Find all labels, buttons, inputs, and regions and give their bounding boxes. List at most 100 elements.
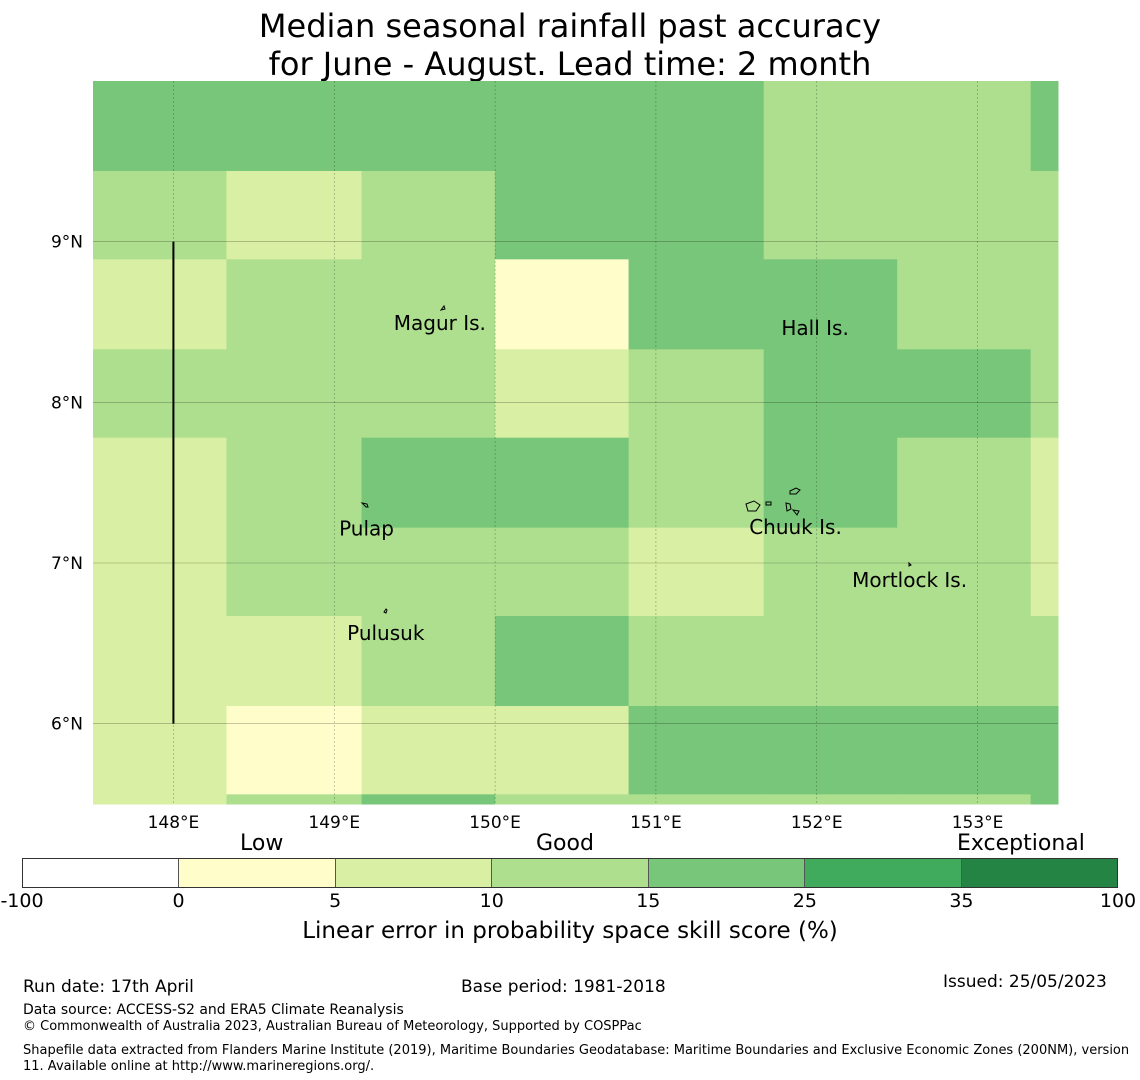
skill-cell — [1030, 705, 1059, 795]
copyright: © Commonwealth of Australia 2023, Austra… — [23, 1019, 642, 1034]
skill-cell — [226, 794, 363, 805]
colorbar-label: Linear error in probability space skill … — [302, 918, 838, 944]
skill-cell — [495, 794, 630, 805]
island-outline — [360, 502, 369, 508]
skill-cell — [226, 705, 363, 795]
skill-cell — [897, 616, 1032, 707]
island-outline — [765, 501, 772, 506]
skill-cell — [495, 705, 630, 795]
skill-cell — [361, 349, 496, 439]
skill-cell — [897, 170, 1032, 260]
colorbar-tick-label: 5 — [329, 890, 342, 912]
skill-cell — [897, 437, 1032, 529]
lon-tick-label: 149°E — [308, 813, 360, 833]
colorbar-segment — [961, 859, 1117, 887]
skill-cell — [226, 81, 363, 172]
skill-map: Magur Is. Hall Is. Pulap Chuuk Is. Mortlock … — [51, 81, 1059, 833]
skill-cell — [361, 794, 496, 805]
graticule — [93, 81, 1058, 804]
skill-cell — [495, 81, 630, 172]
island-outline — [383, 608, 388, 614]
skill-cell — [763, 349, 898, 439]
skill-cell — [628, 170, 765, 260]
colorbar-segment — [23, 859, 180, 887]
place-label: Pulusuk — [347, 621, 425, 645]
skill-cell — [628, 259, 765, 350]
skill-cell — [93, 616, 227, 707]
skill-cell — [361, 616, 496, 707]
run-date: Run date: 17th April — [23, 977, 194, 997]
lat-tick-label: 7°N — [51, 554, 83, 574]
skill-cell — [226, 349, 363, 439]
skill-cell — [495, 259, 630, 350]
lon-tick-label: 148°E — [148, 813, 200, 833]
skill-cell — [93, 437, 227, 529]
category-good: Good — [536, 831, 594, 856]
colorbar-tick-label: 100 — [1099, 890, 1137, 912]
axis-labels: 148°E 149°E 150°E 151°E 152°E 153°E 9°N 8°N 7°N 6… — [51, 233, 1003, 833]
skill-cell — [495, 527, 630, 617]
skill-cell — [93, 527, 227, 617]
skill-cell — [361, 705, 496, 795]
skill-cell — [93, 349, 227, 439]
colorbar-tick-label: 15 — [636, 890, 661, 912]
skill-cell — [495, 616, 630, 707]
skill-cell — [226, 527, 363, 617]
skill-cell — [628, 616, 765, 707]
island-outline — [439, 304, 446, 311]
colorbar-tick-label: 0 — [172, 890, 185, 912]
colorbar-segment — [648, 859, 806, 887]
skill-cell — [93, 794, 227, 805]
skill-cell — [226, 437, 363, 529]
place-label: Mortlock Is. — [852, 568, 967, 592]
island-outline — [908, 561, 912, 567]
skill-cell — [763, 616, 898, 707]
lon-tick-label: 153°E — [952, 813, 1004, 833]
chart-title-line2: for June - August. Lead time: 2 month — [268, 45, 872, 83]
skill-cell — [226, 616, 363, 707]
skill-cell — [93, 170, 227, 260]
skill-cell — [361, 437, 496, 529]
skill-cell — [763, 705, 898, 795]
skill-cell — [628, 349, 765, 439]
skill-cell — [763, 81, 898, 172]
island-outlines — [360, 304, 912, 614]
category-low: Low — [240, 831, 284, 856]
colorbar-segment — [335, 859, 493, 887]
colorbar-tick-label: 25 — [792, 890, 817, 912]
skill-cell — [897, 705, 1032, 795]
colorbar — [22, 858, 1118, 888]
colorbar-segment — [805, 859, 962, 887]
lat-tick-label: 9°N — [51, 233, 83, 253]
skill-cell — [763, 259, 898, 350]
colorbar-segment — [492, 859, 649, 887]
shapefile-credit: Shapefile data extracted from Flanders M… — [23, 1043, 1130, 1074]
skill-cell — [628, 81, 765, 172]
skill-cell — [361, 527, 496, 617]
skill-cell — [897, 527, 1032, 617]
place-label: Pulap — [339, 517, 394, 541]
island-outline — [789, 487, 801, 495]
issued-date: Issued: 25/05/2023 — [943, 972, 1107, 992]
skill-cell — [897, 259, 1032, 350]
skill-cell — [763, 527, 898, 617]
skill-cell — [1030, 437, 1059, 529]
island-outline — [785, 502, 792, 512]
skill-cell — [361, 170, 496, 260]
colorbar-tick-label: 10 — [479, 890, 504, 912]
category-exceptional: Exceptional — [957, 831, 1085, 856]
skill-cell — [1030, 616, 1059, 707]
skill-cell — [93, 259, 227, 350]
skill-cell — [1030, 259, 1059, 350]
place-labels: Magur Is. Hall Is. Pulap Chuuk Is. Mortlock … — [339, 311, 967, 645]
skill-cell — [226, 259, 363, 350]
island-outline — [745, 500, 761, 512]
skill-cell — [495, 170, 630, 260]
skill-cell — [226, 170, 363, 260]
skill-cell — [897, 349, 1032, 439]
skill-cell — [1030, 170, 1059, 260]
skill-cell — [361, 259, 496, 350]
skill-cell — [628, 794, 765, 805]
colorbar-tick-label: -100 — [0, 890, 44, 912]
lon-tick-label: 152°E — [791, 813, 843, 833]
